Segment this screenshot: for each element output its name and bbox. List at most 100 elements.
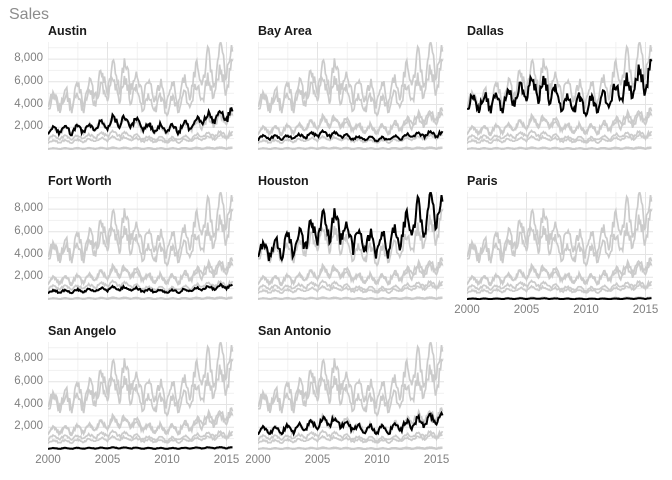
- facet-austin: Austin: [48, 24, 234, 150]
- context-line-dallas: [48, 58, 234, 118]
- x-tick-label: 2015: [632, 304, 659, 316]
- facet-plot-fort-worth: [48, 192, 234, 300]
- context-line-paris: [258, 147, 443, 150]
- facet-title: Houston: [258, 174, 309, 188]
- context-line-paris: [258, 447, 443, 450]
- facet-plot-houston: [258, 192, 444, 300]
- x-tick-label: 2015: [213, 454, 240, 466]
- facet-title: Fort Worth: [48, 174, 112, 188]
- y-tick-label: 8,000: [14, 352, 43, 365]
- facet-title: San Angelo: [48, 324, 117, 338]
- context-line-austin: [48, 407, 234, 437]
- y-tick-label: 4,000: [14, 247, 43, 260]
- highlight-line-houston: [258, 192, 444, 262]
- x-tick-label: 2010: [154, 454, 180, 466]
- context-line-austin: [258, 407, 444, 437]
- y-tick-label: 6,000: [14, 224, 43, 237]
- facet-title: San Antonio: [258, 324, 332, 338]
- context-line-dallas: [258, 58, 444, 118]
- highlight-line-san-angelo: [48, 446, 233, 450]
- facet-paris: Paris: [467, 174, 653, 300]
- series-lines: [258, 342, 444, 450]
- context-line-paris: [48, 297, 233, 300]
- y-tick-label: 2,000: [14, 270, 43, 283]
- series-lines: [467, 42, 653, 150]
- context-line-fort-worth: [258, 432, 443, 445]
- series-lines: [258, 42, 444, 150]
- context-line-dallas: [48, 208, 234, 268]
- facet-title: Bay Area: [258, 24, 312, 38]
- series-lines: [48, 342, 234, 450]
- context-line-dallas: [467, 208, 653, 268]
- facet-dallas: Dallas: [467, 24, 653, 150]
- context-line-houston: [48, 192, 234, 262]
- y-tick-label: 2,000: [14, 420, 43, 433]
- context-line-san-antonio: [467, 110, 653, 137]
- highlight-line-bay-area: [258, 128, 444, 143]
- series-lines: [48, 192, 234, 300]
- context-line-san-antonio: [48, 260, 234, 287]
- context-line-paris: [48, 147, 233, 150]
- x-tick-label: 2010: [364, 454, 390, 466]
- facet-san-antonio: San Antonio: [258, 324, 444, 450]
- x-tick-label: 2005: [513, 304, 540, 316]
- highlight-line-austin: [48, 106, 234, 138]
- x-tick-label: 2000: [35, 454, 61, 466]
- highlight-line-san-antonio: [258, 410, 444, 437]
- context-line-fort-worth: [48, 432, 233, 445]
- context-line-houston: [48, 42, 234, 112]
- x-tick-label: 2015: [423, 454, 450, 466]
- context-line-houston: [48, 342, 234, 412]
- context-line-houston: [258, 42, 444, 112]
- y-tick-label: 8,000: [14, 202, 43, 215]
- x-tick-label: 2005: [304, 454, 331, 466]
- facet-plot-bay-area: [258, 42, 444, 150]
- context-line-austin: [48, 257, 234, 287]
- series-lines: [258, 192, 444, 300]
- context-line-houston: [258, 342, 444, 412]
- context-line-fort-worth: [258, 282, 443, 295]
- facet-plot-dallas: [467, 42, 653, 150]
- context-line-paris: [258, 297, 443, 300]
- context-line-dallas: [258, 208, 444, 268]
- y-tick-label: 2,000: [14, 120, 43, 133]
- context-line-houston: [467, 42, 653, 112]
- context-line-paris: [467, 147, 652, 150]
- x-tick-label: 2010: [573, 304, 599, 316]
- context-line-san-antonio: [258, 260, 444, 287]
- context-line-austin: [467, 257, 653, 287]
- facet-houston: Houston: [258, 174, 444, 300]
- context-line-fort-worth: [48, 132, 233, 145]
- facet-title: Dallas: [467, 24, 504, 38]
- context-line-san-antonio: [467, 260, 653, 287]
- x-tick-label: 2005: [94, 454, 121, 466]
- facet-plot-san-angelo: [48, 342, 234, 450]
- facet-bay-area: Bay Area: [258, 24, 444, 150]
- context-line-dallas: [48, 358, 234, 418]
- series-lines: [467, 192, 653, 300]
- y-tick-label: 8,000: [14, 52, 43, 65]
- context-line-dallas: [258, 358, 444, 418]
- chart-title: Sales: [9, 6, 50, 23]
- context-line-san-antonio: [258, 110, 444, 137]
- facet-plot-austin: [48, 42, 234, 150]
- facet-san-angelo: San Angelo: [48, 324, 234, 450]
- context-line-austin: [258, 257, 444, 287]
- x-tick-label: 2000: [245, 454, 271, 466]
- facet-fort-worth: Fort Worth: [48, 174, 234, 300]
- facet-title: Austin: [48, 24, 87, 38]
- context-line-fort-worth: [467, 282, 652, 295]
- y-tick-label: 6,000: [14, 74, 43, 87]
- y-tick-label: 6,000: [14, 374, 43, 387]
- facet-plot-paris: [467, 192, 653, 300]
- context-line-austin: [467, 107, 653, 137]
- facet-plot-san-antonio: [258, 342, 444, 450]
- series-lines: [48, 42, 234, 150]
- context-line-houston: [467, 192, 653, 262]
- y-tick-label: 4,000: [14, 397, 43, 410]
- highlight-line-paris: [467, 297, 652, 300]
- highlight-line-fort-worth: [48, 282, 233, 295]
- context-line-austin: [258, 107, 444, 137]
- y-tick-label: 4,000: [14, 97, 43, 110]
